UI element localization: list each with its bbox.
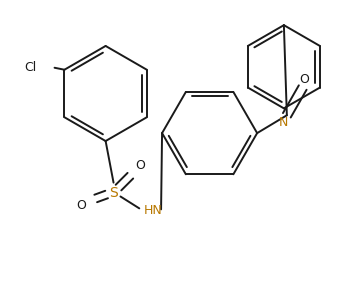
Text: O: O: [135, 159, 145, 172]
Text: O: O: [76, 199, 86, 212]
Text: N: N: [279, 116, 289, 129]
Text: Cl: Cl: [24, 61, 37, 74]
Text: HN: HN: [143, 204, 162, 217]
Text: O: O: [300, 73, 310, 86]
Text: S: S: [109, 185, 118, 200]
